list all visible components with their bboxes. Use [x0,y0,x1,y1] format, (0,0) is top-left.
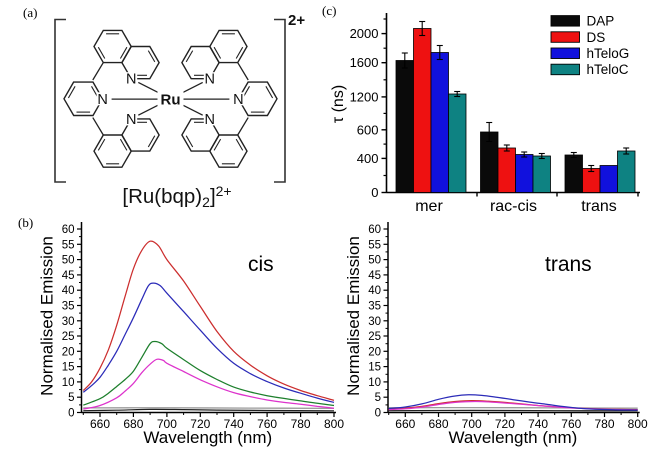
svg-text:40: 40 [368,285,381,297]
svg-text:15: 15 [62,362,75,374]
svg-text:25: 25 [368,331,381,343]
svg-text:Normalised Emission: Normalised Emission [38,236,57,396]
svg-text:25: 25 [62,331,75,343]
svg-text:Wavelength (nm): Wavelength (nm) [448,428,577,447]
svg-text:(b): (b) [18,215,33,230]
svg-text:15: 15 [368,362,381,374]
svg-text:rac-cis: rac-cis [490,198,537,215]
svg-text:trans: trans [581,198,617,215]
svg-text:740: 740 [224,417,244,431]
svg-text:680: 680 [428,417,448,431]
svg-text:N: N [205,112,215,128]
svg-text:780: 780 [291,417,311,431]
svg-text:800: 800 [628,417,648,431]
svg-text:20: 20 [368,346,381,358]
svg-text:Wavelength (nm): Wavelength (nm) [143,428,272,447]
svg-text:720: 720 [495,417,515,431]
svg-text:30: 30 [368,316,381,328]
svg-text:680: 680 [123,417,143,431]
svg-text:2+: 2+ [288,12,305,29]
svg-text:τ (ns): τ (ns) [330,85,347,123]
svg-text:5: 5 [375,392,381,404]
svg-text:N: N [126,72,136,88]
svg-text:40: 40 [62,285,75,297]
svg-text:760: 760 [561,417,581,431]
svg-text:45: 45 [368,270,381,282]
svg-text:N: N [126,112,136,128]
svg-text:[Ru(bqp)2]2+: [Ru(bqp)2]2+ [122,183,231,210]
svg-text:45: 45 [62,270,75,282]
svg-text:720: 720 [190,417,210,431]
svg-text:DAP: DAP [587,14,615,29]
svg-text:30: 30 [62,316,75,328]
svg-text:(c): (c) [322,3,336,18]
svg-text:660: 660 [90,417,110,431]
svg-text:cis: cis [248,253,274,276]
svg-text:20: 20 [62,346,75,358]
svg-text:780: 780 [594,417,614,431]
svg-text:35: 35 [368,301,381,313]
svg-text:hTeloC: hTeloC [587,62,629,77]
svg-text:N: N [205,72,215,88]
svg-text:60: 60 [368,224,381,236]
svg-text:55: 55 [62,239,75,251]
svg-text:Ru: Ru [161,91,181,108]
svg-text:hTeloG: hTeloG [587,46,630,61]
svg-text:0: 0 [68,408,74,420]
svg-text:700: 700 [157,417,177,431]
svg-text:(a): (a) [23,5,37,20]
svg-text:0: 0 [375,408,381,420]
svg-text:2000: 2000 [350,26,379,41]
svg-text:35: 35 [62,301,75,313]
svg-text:55: 55 [368,239,381,251]
svg-text:50: 50 [62,255,75,267]
svg-text:10: 10 [62,377,75,389]
svg-text:DS: DS [587,30,606,45]
svg-text:740: 740 [528,417,548,431]
svg-text:660: 660 [395,417,415,431]
svg-text:800: 800 [324,417,344,431]
svg-text:50: 50 [368,255,381,267]
svg-text:10: 10 [368,377,381,389]
svg-text:1600: 1600 [350,55,379,70]
svg-text:400: 400 [357,151,379,166]
svg-text:600: 600 [357,122,379,137]
svg-text:0: 0 [371,185,378,200]
svg-text:760: 760 [257,417,277,431]
svg-text:mer: mer [415,198,443,215]
svg-text:60: 60 [62,224,75,236]
svg-text:N: N [97,92,107,108]
svg-text:700: 700 [462,417,482,431]
svg-text:Normalised Emission: Normalised Emission [344,236,363,396]
svg-text:1200: 1200 [350,89,379,104]
svg-text:N: N [233,92,243,108]
svg-text:trans: trans [545,253,592,276]
svg-text:5: 5 [68,392,74,404]
